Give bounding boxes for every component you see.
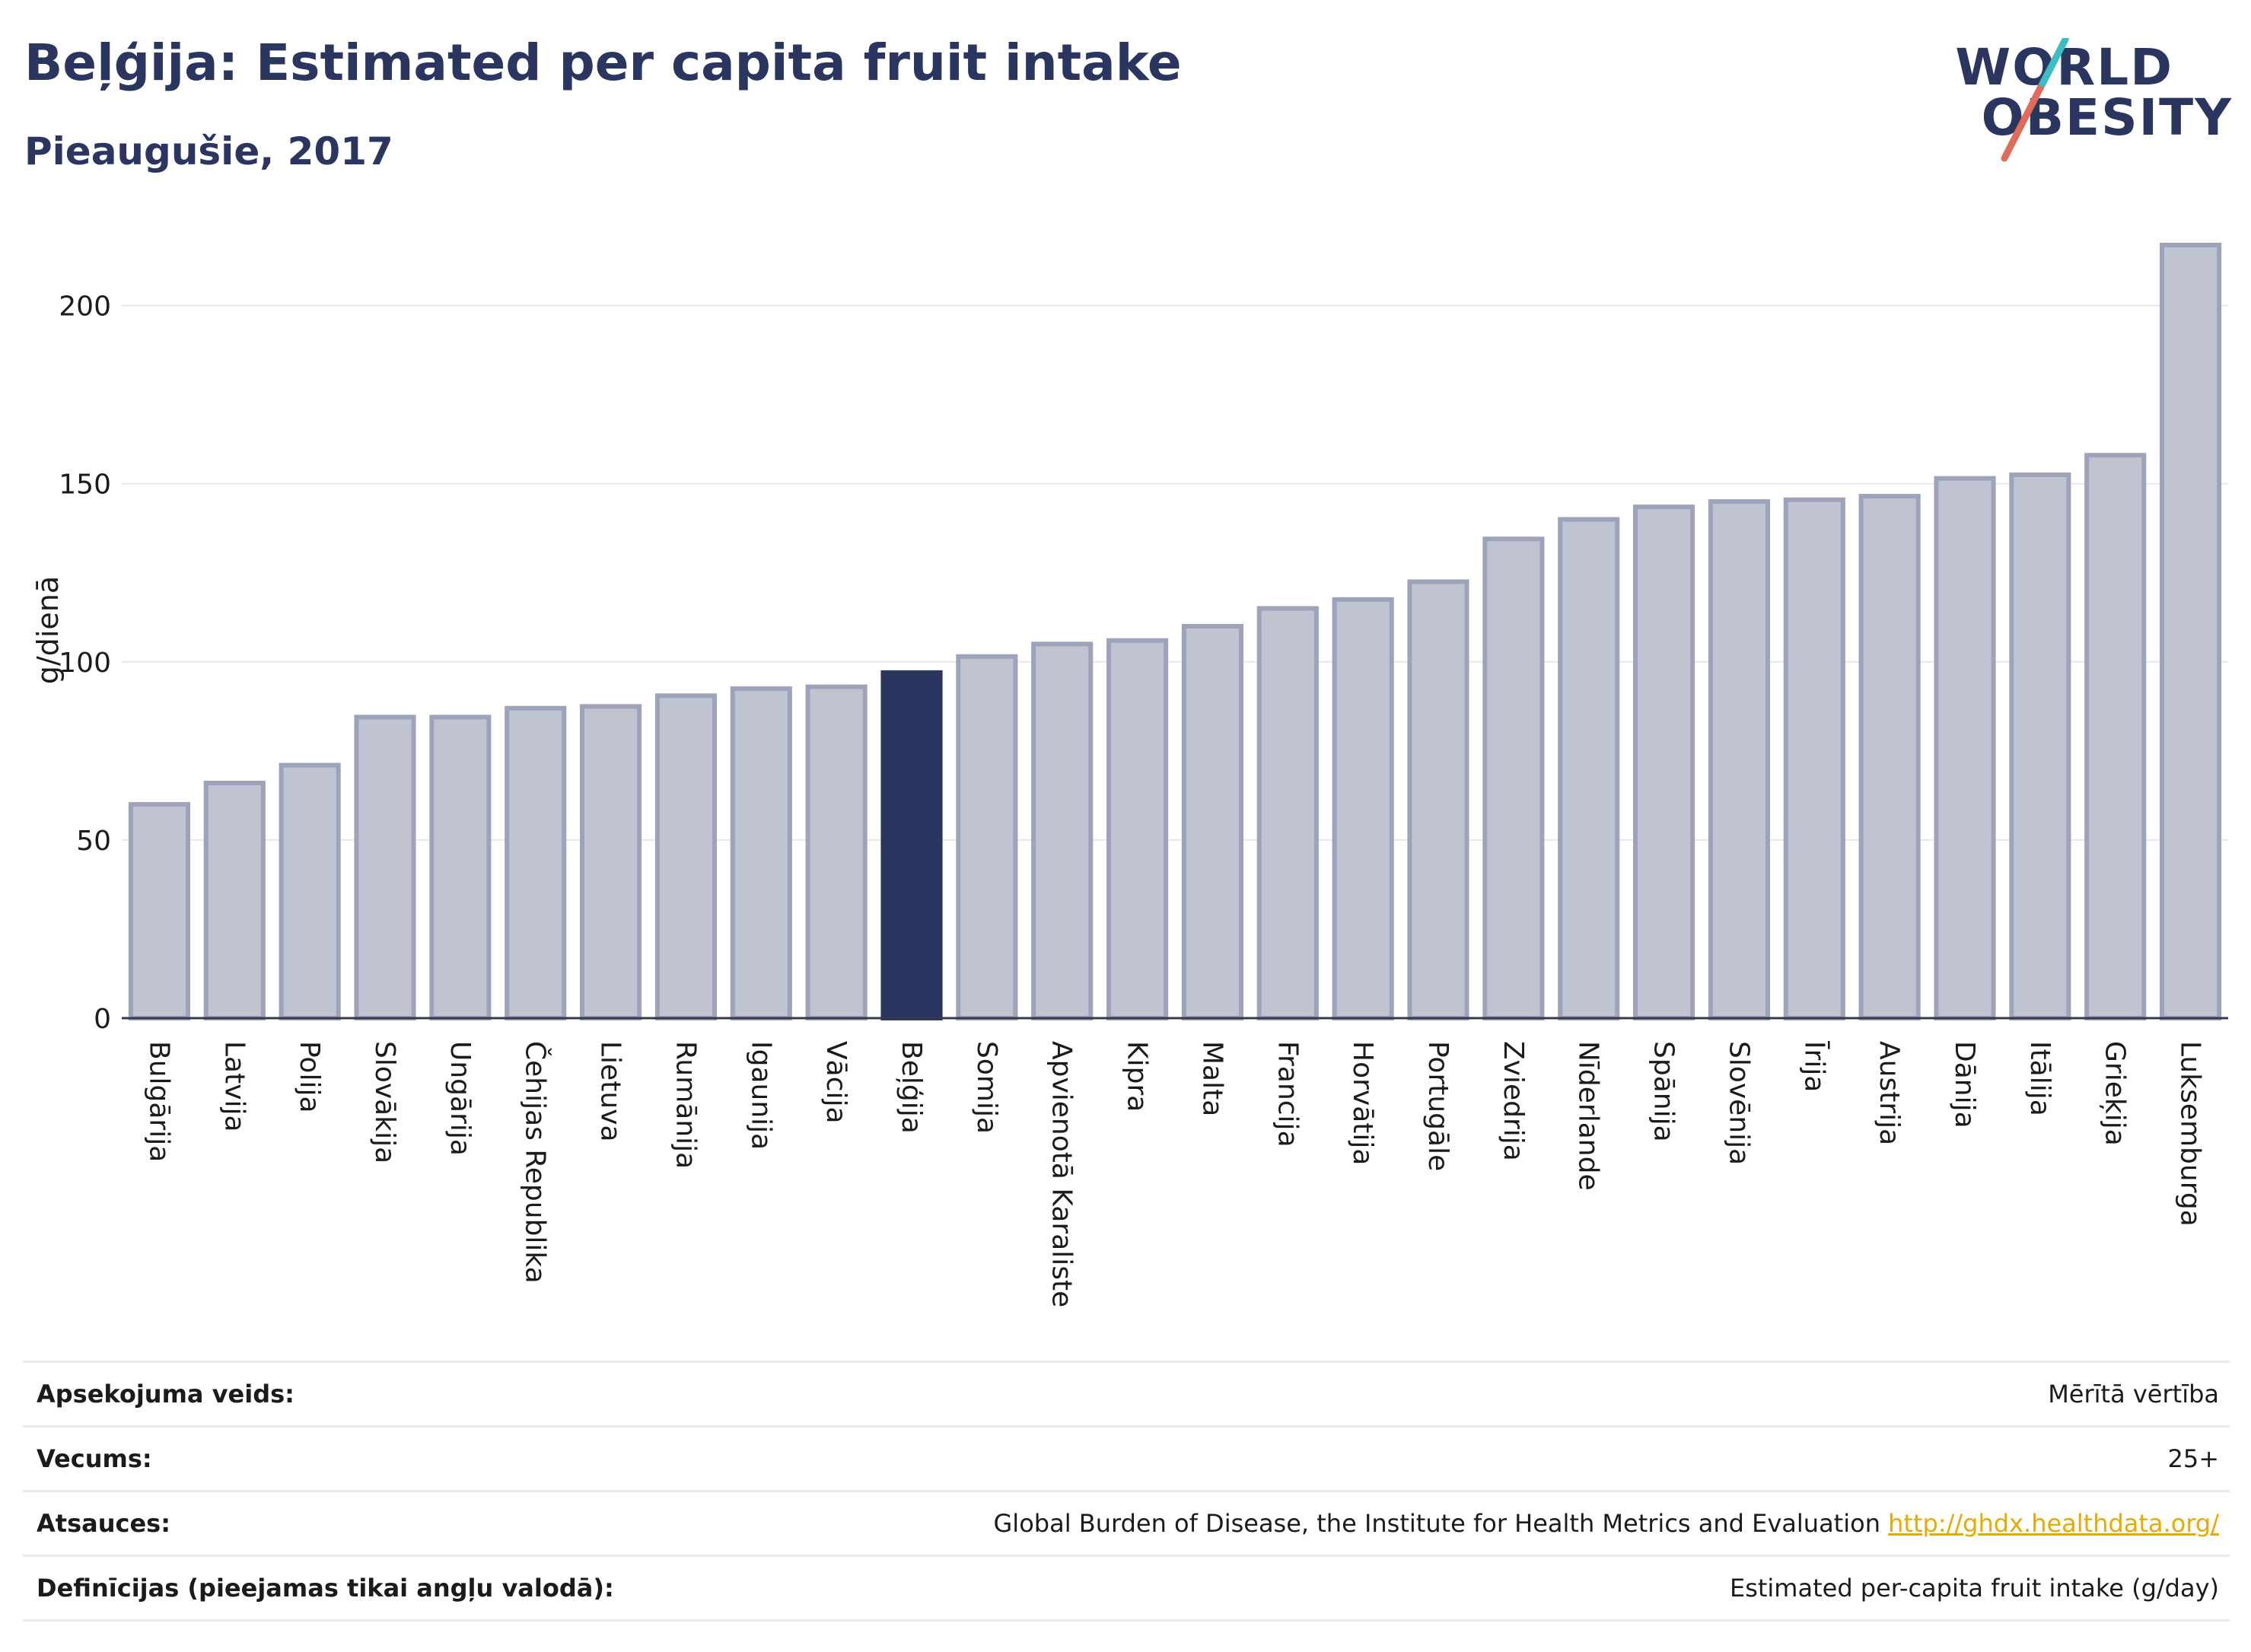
bar-Grieķija[interactable] (2084, 453, 2147, 1020)
bar-Horvātija[interactable] (1332, 597, 1394, 1020)
page-subtitle: Pieaugušie, 2017 (24, 129, 393, 173)
meta-value: Global Burden of Disease, the Institute … (993, 1509, 1880, 1538)
y-tick-label: 200 (59, 291, 111, 323)
meta-row-age: Vecums: 25+ (23, 1425, 2230, 1490)
x-tick-label: Francija (1272, 1041, 1303, 1147)
bar-Zviedrija[interactable] (1482, 536, 1545, 1020)
x-tick-label: Dānija (1949, 1041, 1980, 1128)
world-obesity-logo: WORLD OBESITY (1955, 38, 2233, 167)
bar-Kipra[interactable] (1106, 638, 1169, 1020)
bar-Beļģija[interactable] (880, 670, 943, 1020)
bar-Malta[interactable] (1181, 623, 1243, 1020)
x-tick-label: Slovēnija (1723, 1041, 1754, 1165)
y-tick-label: 50 (76, 826, 111, 857)
source-link[interactable]: http://ghdx.healthdata.org/ (1888, 1509, 2219, 1538)
bar-Somija[interactable] (956, 654, 1018, 1020)
meta-label: Vecums: (37, 1444, 152, 1473)
meta-label: Atsauces: (37, 1509, 170, 1538)
x-tick-label: Itālija (2024, 1041, 2055, 1116)
x-tick-label: Rumānija (670, 1041, 701, 1169)
metadata-table: Apsekojuma veids: Mērītā vērtība Vecums:… (23, 1361, 2230, 1622)
bar-Apvienotā Karaliste[interactable] (1031, 641, 1094, 1020)
x-tick-label: Polija (294, 1041, 325, 1113)
x-tick-label: Grieķija (2100, 1041, 2131, 1146)
meta-row-definitions: Definīcijas (pieejamas tikai angļu valod… (23, 1555, 2230, 1622)
bar-Ungārija[interactable] (429, 715, 492, 1020)
y-tick-label: 100 (59, 648, 111, 679)
bar-Vācija[interactable] (805, 684, 868, 1020)
meta-value: Mērītā vērtība (2048, 1380, 2219, 1408)
bar-Čehijas Republika[interactable] (505, 705, 567, 1020)
x-tick-label: Somija (971, 1041, 1002, 1134)
x-tick-label: Latvija (218, 1041, 250, 1132)
x-tick-label: Austrija (1874, 1041, 1905, 1145)
y-tick-label: 150 (59, 469, 111, 501)
x-tick-label: Ungārija (444, 1041, 476, 1156)
bar-Slovēnija[interactable] (1708, 499, 1770, 1020)
x-tick-label: Slovākija (369, 1041, 400, 1163)
bar-Latvija[interactable] (203, 780, 266, 1021)
bar-Nīderlande[interactable] (1558, 517, 1620, 1020)
x-tick-label: Spānija (1648, 1041, 1679, 1142)
bar-Slovākija[interactable] (354, 715, 416, 1020)
x-tick-label: Lietuva (595, 1041, 626, 1142)
meta-row-references: Atsauces: Global Burden of Disease, the … (23, 1490, 2230, 1555)
bar-Lietuva[interactable] (580, 704, 642, 1020)
bar-Itālija[interactable] (2009, 472, 2071, 1020)
x-axis-ticks: Bulgārija Latvija Polija Slovākija Ungārija Č… (143, 1041, 2205, 1307)
x-tick-label: Igaunija (745, 1041, 776, 1150)
x-tick-label: Čehijas Republika (520, 1041, 552, 1284)
bar-Īrija[interactable] (1783, 497, 1845, 1020)
x-tick-label: Malta (1196, 1041, 1227, 1116)
bar-Spānija[interactable] (1633, 505, 1695, 1020)
meta-row-survey-type: Apsekojuma veids: Mērītā vērtība (23, 1361, 2230, 1425)
page-title: Beļģija: Estimated per capita fruit inta… (24, 33, 1182, 92)
bars (128, 243, 2222, 1021)
x-tick-label: Kipra (1122, 1041, 1153, 1112)
bar-Luksemburga[interactable] (2160, 243, 2222, 1020)
meta-value-group: Global Burden of Disease, the Institute … (994, 1509, 2220, 1538)
meta-label: Definīcijas (pieejamas tikai angļu valod… (37, 1574, 614, 1603)
x-tick-label: Nīderlande (1573, 1041, 1604, 1191)
bar-Francija[interactable] (1256, 606, 1319, 1020)
bar-Austrija[interactable] (1858, 494, 1921, 1020)
x-tick-label: Vācija (820, 1041, 852, 1124)
logo-slash-icon (2001, 38, 2069, 162)
y-axis-ticks: 0 50 100 150 200 (59, 291, 111, 1035)
y-tick-label: 0 (94, 1004, 111, 1035)
meta-value: Estimated per-capita fruit intake (g/day… (1729, 1574, 2219, 1603)
bar-Dānija[interactable] (1934, 476, 1996, 1020)
bar-Polija[interactable] (279, 762, 341, 1020)
x-tick-label: Apvienotā Karaliste (1046, 1041, 1078, 1307)
x-tick-label: Horvātija (1347, 1041, 1378, 1165)
x-tick-label: Beļģija (896, 1041, 927, 1134)
x-tick-label: Bulgārija (143, 1041, 174, 1162)
bar-Portugāle[interactable] (1407, 579, 1469, 1020)
meta-label: Apsekojuma veids: (37, 1380, 295, 1408)
bar-chart: 0 50 100 150 200 Bulgārija Latvija Polija Slovā… (31, 243, 2228, 1307)
bar-Igaunija[interactable] (730, 686, 792, 1020)
bar-Rumānija[interactable] (654, 693, 717, 1020)
x-tick-label: Luksemburga (2175, 1041, 2206, 1227)
meta-value: 25+ (2167, 1444, 2219, 1473)
bar-Bulgārija[interactable] (128, 802, 190, 1021)
x-tick-label: Zviedrija (1498, 1041, 1529, 1161)
x-tick-label: Portugāle (1422, 1041, 1453, 1171)
x-tick-label: Īrija (1798, 1041, 1829, 1092)
y-axis-label: g/dienā (31, 576, 65, 684)
